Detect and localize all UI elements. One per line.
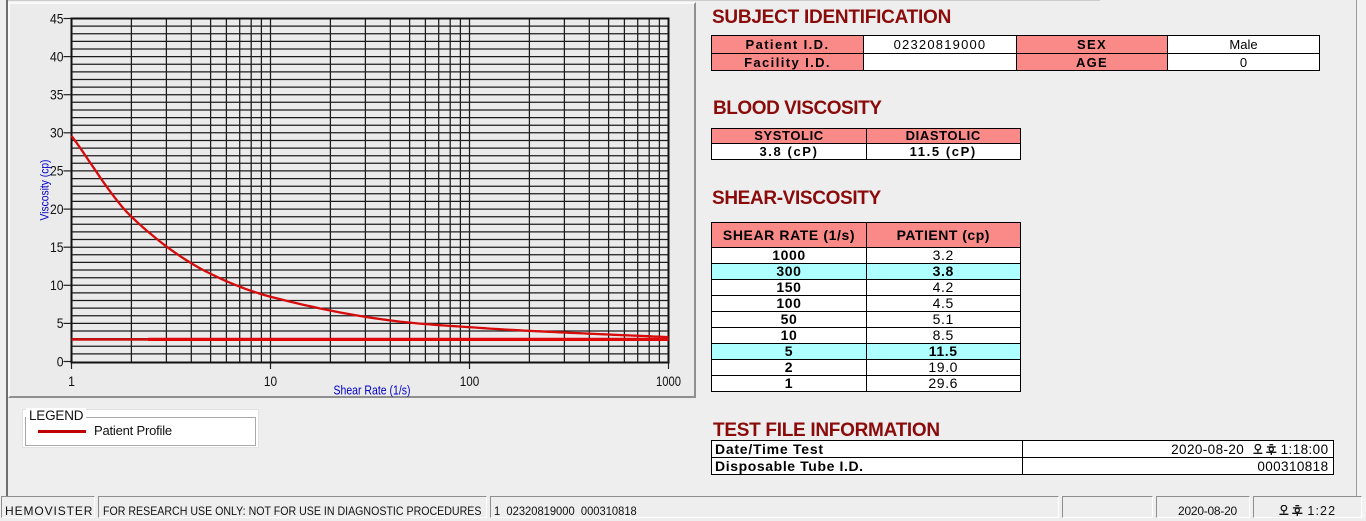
svg-text:20: 20 — [50, 201, 64, 217]
svg-text:15: 15 — [50, 239, 64, 255]
svg-text:1: 1 — [68, 373, 75, 389]
svg-text:40: 40 — [50, 48, 64, 64]
svg-text:45: 45 — [50, 10, 64, 26]
svg-text:25: 25 — [50, 163, 64, 179]
svg-text:10: 10 — [50, 277, 64, 293]
svg-text:1000: 1000 — [656, 373, 681, 389]
svg-text:100: 100 — [460, 373, 480, 389]
svg-text:Shear Rate (1/s): Shear Rate (1/s) — [334, 383, 411, 398]
svg-text:30: 30 — [50, 125, 64, 141]
svg-text:0: 0 — [57, 353, 64, 369]
svg-text:35: 35 — [50, 87, 64, 103]
svg-text:Viscosity (cp): Viscosity (cp) — [38, 160, 52, 221]
svg-text:5: 5 — [57, 315, 64, 331]
svg-text:10: 10 — [264, 373, 277, 389]
